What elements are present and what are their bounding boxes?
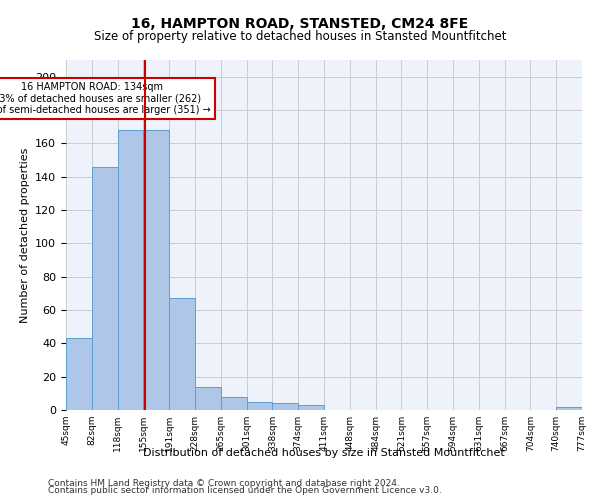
Text: Size of property relative to detached houses in Stansted Mountfitchet: Size of property relative to detached ho… [94,30,506,43]
Bar [195,386,221,410]
Y-axis label: Number of detached properties: Number of detached properties [20,148,29,322]
Bar [247,402,272,410]
Bar [118,130,143,410]
Bar [298,405,324,410]
Text: Contains HM Land Registry data © Crown copyright and database right 2024.: Contains HM Land Registry data © Crown c… [48,478,400,488]
Bar [272,404,298,410]
Bar [221,396,247,410]
Text: 16, HAMPTON ROAD, STANSTED, CM24 8FE: 16, HAMPTON ROAD, STANSTED, CM24 8FE [131,18,469,32]
Text: Contains public sector information licensed under the Open Government Licence v3: Contains public sector information licen… [48,486,442,495]
Bar [556,406,582,410]
Bar [66,338,92,410]
Bar [169,298,195,410]
Bar [143,130,169,410]
Text: 16 HAMPTON ROAD: 134sqm
← 43% of detached houses are smaller (262)
57% of semi-d: 16 HAMPTON ROAD: 134sqm ← 43% of detache… [0,82,211,115]
Bar [92,166,118,410]
Text: Distribution of detached houses by size in Stansted Mountfitchet: Distribution of detached houses by size … [143,448,505,458]
